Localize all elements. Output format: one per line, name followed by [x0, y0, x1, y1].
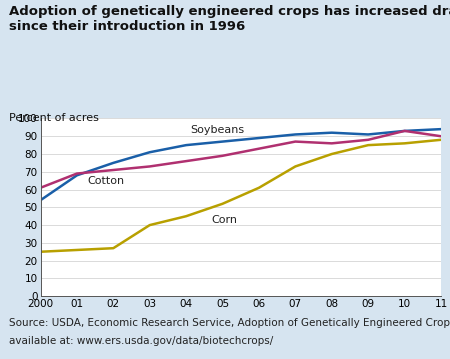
- Text: Corn: Corn: [212, 215, 238, 225]
- Text: Source: USDA, Economic Research Service, Adoption of Genetically Engineered Crop: Source: USDA, Economic Research Service,…: [9, 318, 450, 328]
- Text: available at: www.ers.usda.gov/data/biotechcrops/: available at: www.ers.usda.gov/data/biot…: [9, 336, 273, 346]
- Text: Cotton: Cotton: [88, 176, 125, 186]
- Text: Adoption of genetically engineered crops has increased dramatically
since their : Adoption of genetically engineered crops…: [9, 5, 450, 33]
- Text: Percent of acres: Percent of acres: [9, 113, 99, 123]
- Text: Soybeans: Soybeans: [190, 125, 244, 135]
